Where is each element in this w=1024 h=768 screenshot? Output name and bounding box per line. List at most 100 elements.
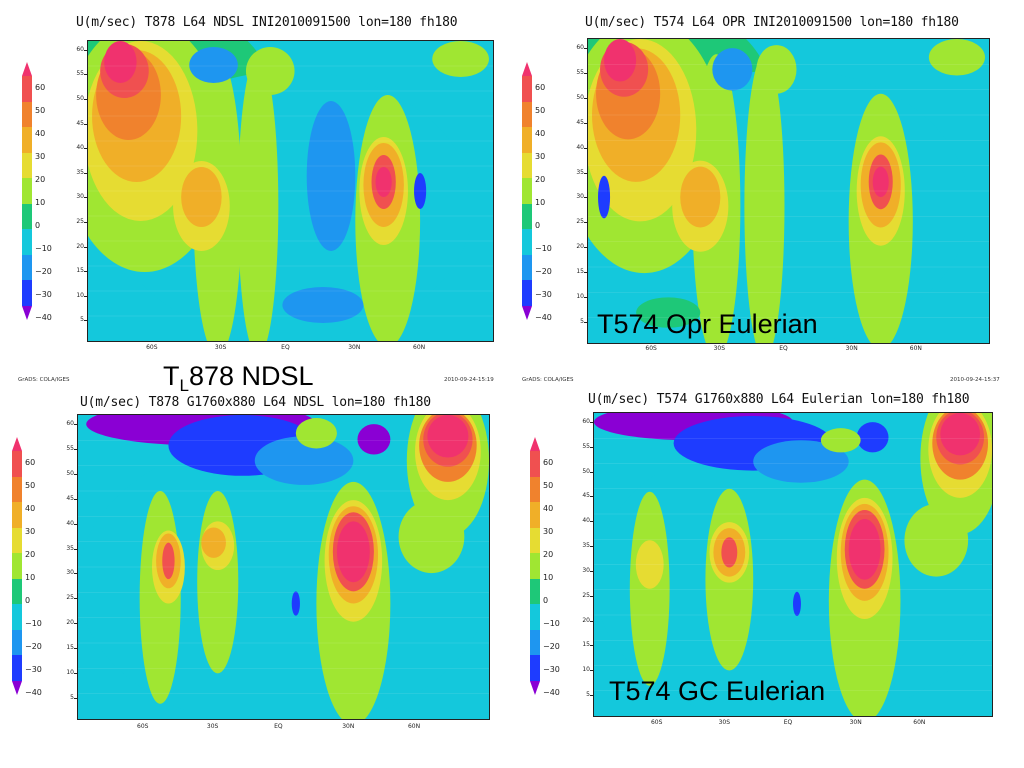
y-tick-label: 35 xyxy=(76,168,84,176)
colorbar-label: −20 xyxy=(543,641,560,651)
x-tick-label: 30N xyxy=(342,723,355,730)
x-tick-label: 60N xyxy=(913,719,926,726)
y-tick-mark xyxy=(84,271,87,273)
colorbar-label: −20 xyxy=(535,266,552,276)
colorbar-label: −10 xyxy=(543,618,560,628)
x-tick-label: 60S xyxy=(650,719,663,726)
y-tick-mark xyxy=(74,623,77,625)
colorbar-swatch xyxy=(530,629,540,656)
contour-field xyxy=(88,41,493,341)
colorbar-swatches xyxy=(530,437,540,695)
y-tick-label: 55 xyxy=(76,70,84,78)
colorbar-label: −40 xyxy=(35,312,52,322)
y-tick-label: 15 xyxy=(576,268,584,276)
colorbar-label: 50 xyxy=(35,105,46,115)
y-tick-label: 25 xyxy=(582,591,590,599)
colorbar-label: 0 xyxy=(535,220,541,230)
y-tick-mark xyxy=(590,496,593,498)
colorbar-swatch xyxy=(530,502,540,529)
contour-blob xyxy=(928,39,985,76)
y-tick-mark xyxy=(584,222,587,224)
colorbar-label: 30 xyxy=(535,151,546,161)
y-tick-mark xyxy=(584,122,587,124)
y-tick-mark xyxy=(590,595,593,597)
colorbar-label: 30 xyxy=(543,526,554,536)
y-tick-mark xyxy=(590,695,593,697)
contour-blob xyxy=(104,41,137,83)
contour-blob xyxy=(604,39,637,82)
y-tick-label: 35 xyxy=(582,542,590,550)
contour-blob xyxy=(820,428,861,453)
y-tick-mark xyxy=(590,620,593,622)
y-tick-mark xyxy=(84,123,87,125)
colorbar-swatch xyxy=(12,527,22,554)
y-tick-mark xyxy=(84,148,87,150)
colorbar-swatch xyxy=(22,152,32,179)
contour-blob xyxy=(427,415,469,458)
x-tick-label: 30N xyxy=(348,344,361,351)
contour-blob xyxy=(189,47,238,83)
y-tick-mark xyxy=(84,99,87,101)
colorbar-label: 0 xyxy=(25,595,31,605)
colorbar-bottom-arrow xyxy=(530,681,540,695)
x-tick-label: 60N xyxy=(407,723,421,730)
colorbar-swatch xyxy=(12,629,22,656)
y-tick-mark xyxy=(590,446,593,448)
y-tick-label: 20 xyxy=(66,619,74,627)
colorbar-label: 60 xyxy=(543,457,554,467)
colorbar-bottom-arrow xyxy=(12,681,22,695)
y-tick-mark xyxy=(84,246,87,248)
y-tick-label: 5 xyxy=(70,694,74,702)
y-tick-mark xyxy=(584,297,587,299)
contour-blob xyxy=(635,540,664,589)
x-tick-label: 30S xyxy=(713,345,726,352)
colorbar-swatches xyxy=(12,437,22,695)
y-tick-label: 5 xyxy=(580,318,584,326)
contour-blob xyxy=(254,436,354,485)
colorbar-swatch xyxy=(12,502,22,529)
contour-blob xyxy=(306,101,356,251)
plot-area xyxy=(77,414,490,720)
colorbar-swatch xyxy=(12,578,22,605)
colorbar-swatch xyxy=(522,101,532,128)
contour-blob xyxy=(744,54,785,343)
x-tick-label: EQ xyxy=(779,345,788,352)
colorbar-swatch xyxy=(530,476,540,503)
colorbar-label: 20 xyxy=(35,174,46,184)
colorbar-top-arrow xyxy=(22,62,32,76)
y-tick-label: 55 xyxy=(66,444,74,452)
y-tick-label: 50 xyxy=(76,95,84,103)
y-tick-label: 10 xyxy=(66,669,74,677)
y-tick-mark xyxy=(584,72,587,74)
y-tick-mark xyxy=(584,47,587,49)
y-tick-label: 50 xyxy=(582,467,590,475)
colorbar-label: 10 xyxy=(25,572,36,582)
y-tick-label: 10 xyxy=(576,293,584,301)
colorbar-swatch xyxy=(522,76,532,103)
colorbar-label: −40 xyxy=(535,312,552,322)
colorbar-swatch xyxy=(12,553,22,580)
colorbar-swatch xyxy=(530,655,540,682)
contour-blob xyxy=(295,418,337,449)
x-tick-label: 60N xyxy=(909,345,922,352)
colorbar-label: −40 xyxy=(25,687,42,697)
colorbar-swatch xyxy=(522,229,532,256)
plot-area xyxy=(593,412,993,717)
colorbar-label: 10 xyxy=(543,572,554,582)
x-tick-label: 30S xyxy=(214,344,227,351)
chart-title: U(m/sec) T878 G1760x880 L64 NDSL lon=180… xyxy=(80,395,431,410)
x-tick-label: 60S xyxy=(137,723,149,730)
contour-blob xyxy=(181,167,222,227)
y-tick-mark xyxy=(74,548,77,550)
plot-area xyxy=(87,40,494,342)
timestamp: 2010-09-24-15:19 xyxy=(444,377,494,383)
y-tick-label: 5 xyxy=(80,316,84,324)
colorbar-label: 30 xyxy=(25,526,36,536)
colorbar-label: −30 xyxy=(35,289,52,299)
colorbar-label: −30 xyxy=(535,289,552,299)
y-tick-mark xyxy=(74,698,77,700)
y-tick-mark xyxy=(590,421,593,423)
y-tick-label: 35 xyxy=(66,544,74,552)
x-tick-label: 30S xyxy=(206,723,219,730)
caption-t574-opr: T574 Opr Eulerian xyxy=(597,309,818,339)
